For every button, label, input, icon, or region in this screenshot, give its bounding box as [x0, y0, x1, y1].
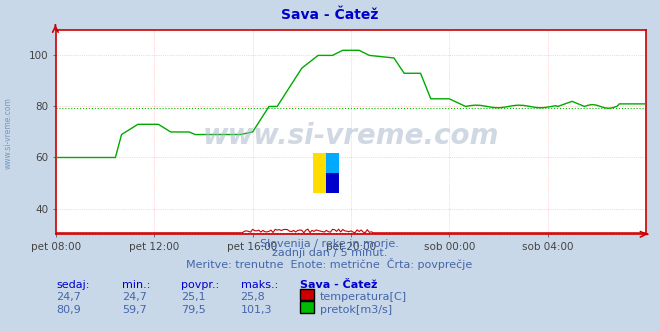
- Text: 79,5: 79,5: [181, 305, 206, 315]
- Text: Sava - Čatež: Sava - Čatež: [281, 8, 378, 22]
- Text: min.:: min.:: [122, 280, 150, 290]
- Text: 101,3: 101,3: [241, 305, 272, 315]
- Text: povpr.:: povpr.:: [181, 280, 219, 290]
- Bar: [313, 153, 326, 193]
- Text: www.si-vreme.com: www.si-vreme.com: [3, 97, 13, 169]
- Text: 25,8: 25,8: [241, 292, 266, 302]
- Text: 80,9: 80,9: [56, 305, 81, 315]
- Text: temperatura[C]: temperatura[C]: [320, 292, 407, 302]
- Text: 24,7: 24,7: [122, 292, 147, 302]
- Text: 24,7: 24,7: [56, 292, 81, 302]
- Text: www.si-vreme.com: www.si-vreme.com: [203, 122, 499, 150]
- Text: 59,7: 59,7: [122, 305, 147, 315]
- Bar: [326, 153, 339, 173]
- Text: zadnji dan / 5 minut.: zadnji dan / 5 minut.: [272, 248, 387, 258]
- Text: Slovenija / reke in morje.: Slovenija / reke in morje.: [260, 239, 399, 249]
- Text: maks.:: maks.:: [241, 280, 278, 290]
- Text: sedaj:: sedaj:: [56, 280, 90, 290]
- Text: pretok[m3/s]: pretok[m3/s]: [320, 305, 391, 315]
- Text: 25,1: 25,1: [181, 292, 206, 302]
- Text: Meritve: trenutne  Enote: metrične  Črta: povprečje: Meritve: trenutne Enote: metrične Črta: …: [186, 258, 473, 270]
- Bar: [326, 173, 339, 193]
- Text: Sava - Čatež: Sava - Čatež: [300, 280, 377, 290]
